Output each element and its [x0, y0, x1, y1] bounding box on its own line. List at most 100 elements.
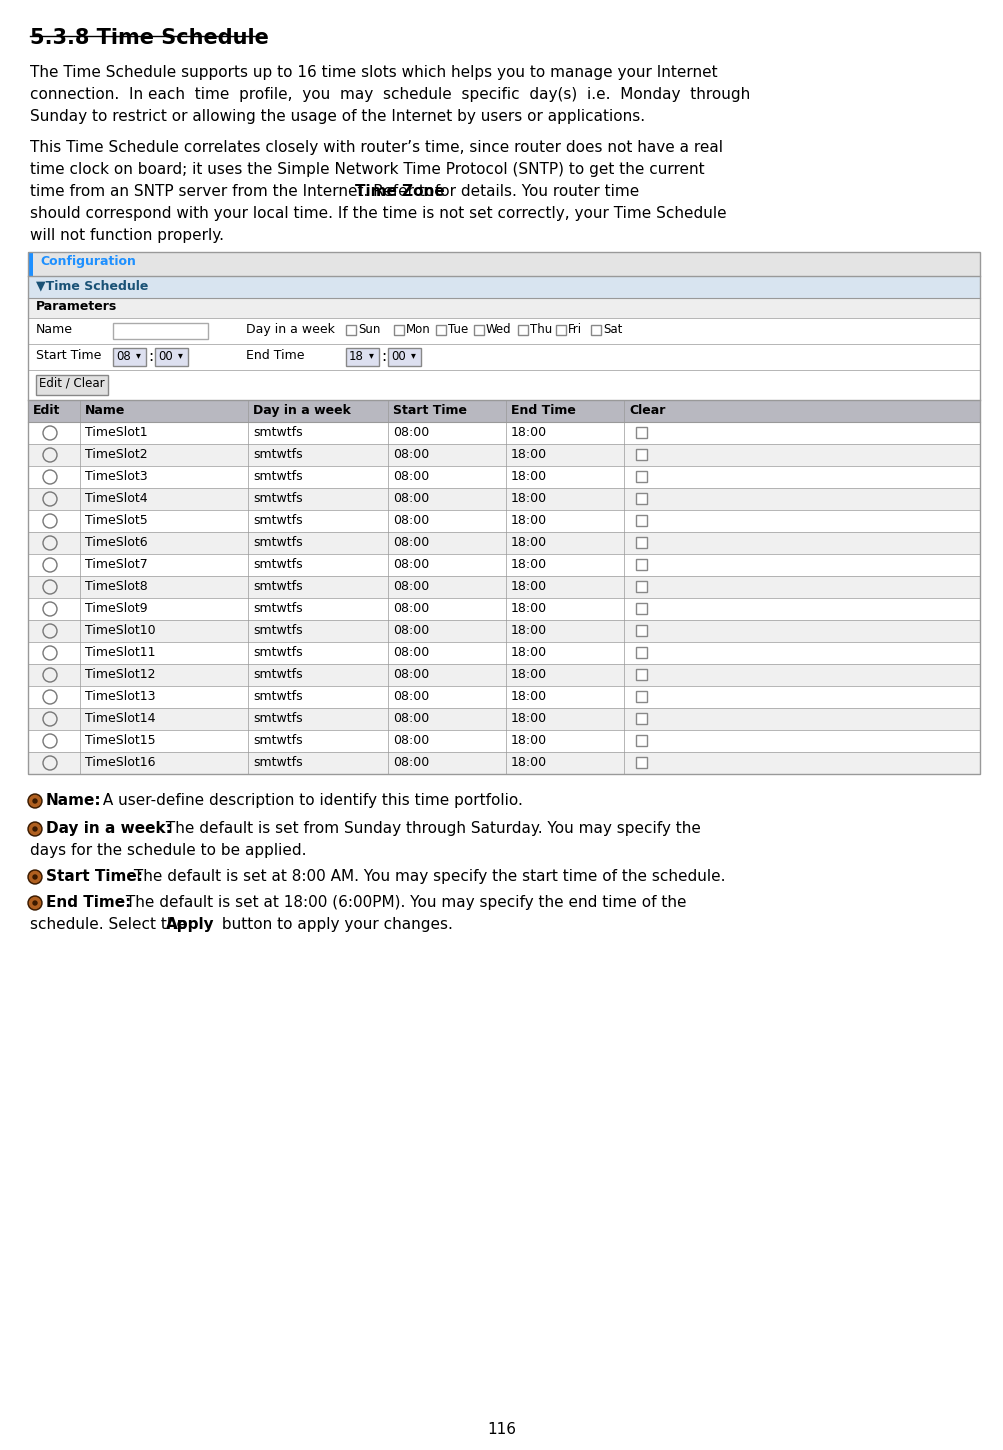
- Bar: [393, 325, 403, 335]
- Bar: [28, 489, 979, 510]
- Bar: [635, 471, 646, 481]
- Text: 08:00: 08:00: [392, 426, 429, 439]
- Text: smtwtfs: smtwtfs: [253, 712, 302, 725]
- Text: 08:00: 08:00: [392, 492, 429, 505]
- Text: :: :: [380, 349, 386, 364]
- Circle shape: [28, 795, 42, 808]
- Bar: [28, 532, 979, 554]
- Bar: [113, 348, 145, 365]
- Text: 08:00: 08:00: [392, 602, 429, 615]
- Text: should correspond with your local time. If the time is not set correctly, your T: should correspond with your local time. …: [30, 206, 726, 220]
- Text: 08:00: 08:00: [392, 647, 429, 658]
- Text: 18: 18: [349, 349, 363, 362]
- Bar: [154, 348, 188, 365]
- Circle shape: [33, 874, 37, 879]
- Text: Apply: Apply: [165, 916, 215, 932]
- Text: :: :: [147, 349, 153, 364]
- Text: smtwtfs: smtwtfs: [253, 755, 302, 768]
- Text: TimeSlot2: TimeSlot2: [85, 448, 147, 461]
- Text: 18:00: 18:00: [511, 712, 547, 725]
- Text: The default is set at 18:00 (6:00PM). You may specify the end time of the: The default is set at 18:00 (6:00PM). Yo…: [121, 895, 686, 911]
- Text: 18:00: 18:00: [511, 668, 547, 682]
- Text: smtwtfs: smtwtfs: [253, 580, 302, 593]
- Text: ▾: ▾: [369, 349, 373, 360]
- Text: This Time Schedule correlates closely with router’s time, since router does not : This Time Schedule correlates closely wi…: [30, 141, 722, 155]
- Text: 18:00: 18:00: [511, 580, 547, 593]
- Text: smtwtfs: smtwtfs: [253, 513, 302, 526]
- Text: TimeSlot3: TimeSlot3: [85, 470, 147, 483]
- Text: TimeSlot16: TimeSlot16: [85, 755, 155, 768]
- Bar: [28, 400, 979, 422]
- Circle shape: [29, 898, 40, 909]
- Text: 116: 116: [487, 1422, 516, 1437]
- Text: 18:00: 18:00: [511, 492, 547, 505]
- Circle shape: [29, 871, 40, 883]
- Bar: [473, 325, 483, 335]
- Text: Sunday to restrict or allowing the usage of the Internet by users or application: Sunday to restrict or allowing the usage…: [30, 109, 645, 125]
- Text: connection.  In each  time  profile,  you  may  schedule  specific  day(s)  i.e.: connection. In each time profile, you ma…: [30, 87, 749, 102]
- Text: 18:00: 18:00: [511, 755, 547, 768]
- Text: TimeSlot9: TimeSlot9: [85, 602, 147, 615]
- Text: Parameters: Parameters: [36, 300, 117, 313]
- Bar: [28, 252, 979, 276]
- Text: TimeSlot14: TimeSlot14: [85, 712, 155, 725]
- Text: 18:00: 18:00: [511, 624, 547, 637]
- Text: 08:00: 08:00: [392, 668, 429, 682]
- Bar: [28, 299, 979, 318]
- Circle shape: [28, 870, 42, 884]
- Text: Thu: Thu: [530, 323, 552, 336]
- Text: 18:00: 18:00: [511, 647, 547, 658]
- Bar: [591, 325, 601, 335]
- Bar: [28, 276, 979, 299]
- Text: The default is set from Sunday through Saturday. You may specify the: The default is set from Sunday through S…: [160, 821, 700, 837]
- Text: 18:00: 18:00: [511, 448, 547, 461]
- Text: smtwtfs: smtwtfs: [253, 558, 302, 571]
- Bar: [28, 422, 979, 444]
- Bar: [635, 493, 646, 505]
- Bar: [635, 603, 646, 613]
- Text: The default is set at 8:00 AM. You may specify the start time of the schedule.: The default is set at 8:00 AM. You may s…: [128, 869, 725, 884]
- Text: Clear: Clear: [628, 405, 665, 418]
- Bar: [28, 318, 979, 344]
- Text: 08: 08: [116, 349, 130, 362]
- Text: Wed: Wed: [485, 323, 512, 336]
- Text: TimeSlot4: TimeSlot4: [85, 492, 147, 505]
- Bar: [635, 735, 646, 745]
- Bar: [518, 325, 528, 335]
- Text: 08:00: 08:00: [392, 734, 429, 747]
- Text: smtwtfs: smtwtfs: [253, 690, 302, 703]
- Bar: [635, 668, 646, 680]
- Text: End Time: End Time: [511, 405, 576, 418]
- Text: smtwtfs: smtwtfs: [253, 470, 302, 483]
- Text: Tue: Tue: [447, 323, 467, 336]
- Circle shape: [33, 826, 37, 831]
- Text: 18:00: 18:00: [511, 470, 547, 483]
- Circle shape: [28, 896, 42, 911]
- Bar: [113, 323, 208, 339]
- Text: 08:00: 08:00: [392, 624, 429, 637]
- Text: TimeSlot8: TimeSlot8: [85, 580, 147, 593]
- Text: ▼Time Schedule: ▼Time Schedule: [36, 278, 148, 291]
- Bar: [28, 576, 979, 597]
- Text: days for the schedule to be applied.: days for the schedule to be applied.: [30, 842, 306, 858]
- Text: 08:00: 08:00: [392, 690, 429, 703]
- Bar: [635, 450, 646, 460]
- Bar: [28, 664, 979, 686]
- Text: smtwtfs: smtwtfs: [253, 536, 302, 550]
- Text: Sat: Sat: [603, 323, 622, 336]
- Bar: [28, 686, 979, 708]
- Bar: [635, 625, 646, 637]
- Text: TimeSlot10: TimeSlot10: [85, 624, 155, 637]
- Text: 18:00: 18:00: [511, 602, 547, 615]
- Text: TimeSlot12: TimeSlot12: [85, 668, 155, 682]
- Text: 08:00: 08:00: [392, 558, 429, 571]
- Text: 08:00: 08:00: [392, 712, 429, 725]
- Text: TimeSlot7: TimeSlot7: [85, 558, 147, 571]
- Bar: [635, 581, 646, 592]
- Text: ▾: ▾: [178, 349, 183, 360]
- Bar: [635, 757, 646, 768]
- Text: TimeSlot6: TimeSlot6: [85, 536, 147, 550]
- Bar: [635, 713, 646, 724]
- Text: 08:00: 08:00: [392, 580, 429, 593]
- Text: 08:00: 08:00: [392, 755, 429, 768]
